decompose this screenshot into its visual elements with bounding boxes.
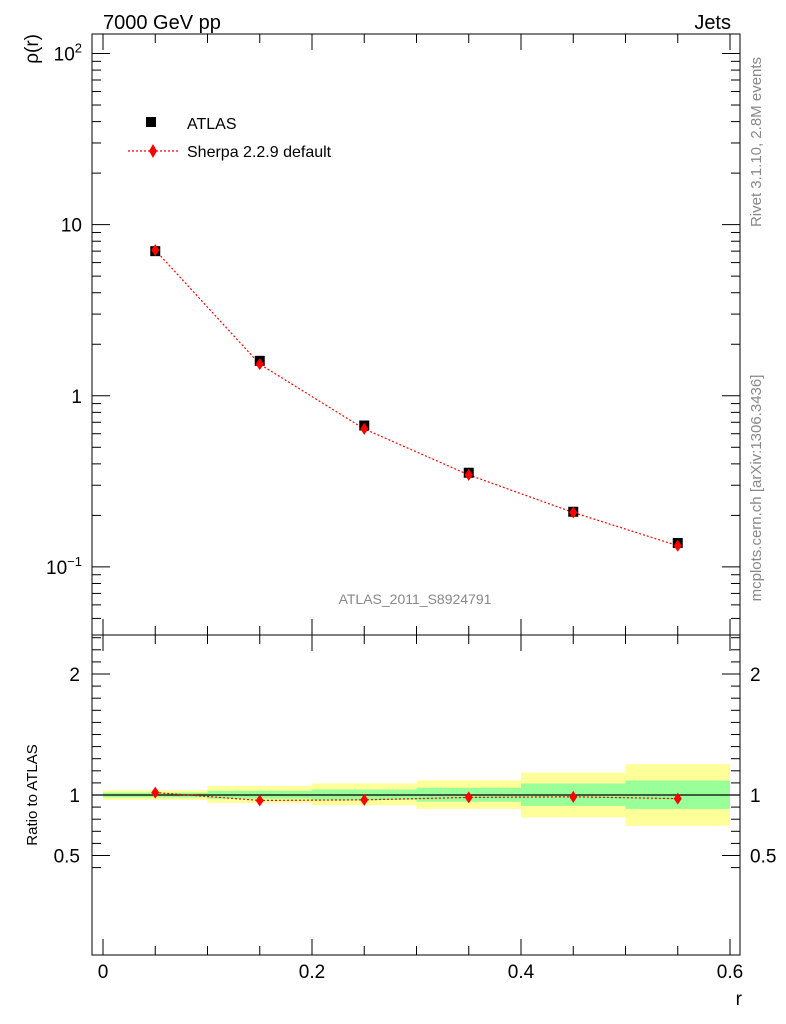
y-tick-label-ratio-right: 1 <box>750 786 761 807</box>
ratio-sherpa-line <box>155 791 678 802</box>
x-tick-label: 0.2 <box>299 962 325 983</box>
legend-label-sherpa: Sherpa 2.2.9 default <box>187 144 332 161</box>
sherpa-point <box>151 244 160 257</box>
sherpa-point <box>569 506 578 519</box>
ratio-plot-frame <box>91 634 741 956</box>
y-tick-label-ratio-right: 2 <box>750 665 761 686</box>
y-tick-label-main: 10−1 <box>46 554 82 579</box>
ratio-y-axis-label: Ratio to ATLAS <box>24 744 41 845</box>
legend-marker-sherpa <box>149 144 157 158</box>
sherpa-line <box>154 249 678 547</box>
ratio-sherpa-point <box>464 791 473 804</box>
sherpa-point <box>673 539 682 552</box>
ratio-sherpa-point <box>569 790 578 803</box>
ratio-sherpa-point <box>151 786 160 799</box>
y-tick-label-main: 10 <box>61 216 82 237</box>
rivet-version-label: Rivet 3.1.10, 2.8M events <box>748 57 765 227</box>
y-tick-label-ratio-left: 1 <box>69 786 80 807</box>
legend-label-atlas: ATLAS <box>187 116 237 133</box>
header-left-title: 7000 GeV pp <box>103 12 221 34</box>
y-tick-label-ratio-left: 2 <box>69 665 80 686</box>
main-y-axis-label: ρ(r) <box>22 34 43 64</box>
legend-marker-atlas <box>146 117 156 127</box>
ratio-sherpa-point <box>360 793 369 806</box>
ratio-uncertainty-bands <box>92 764 740 826</box>
legend: ATLAS Sherpa 2.2.9 default <box>128 116 332 161</box>
sherpa-point <box>255 358 264 371</box>
y-tick-label-main: 102 <box>54 40 82 65</box>
y-tick-label-main: 1 <box>71 387 82 408</box>
header-right-title: Jets <box>694 12 731 34</box>
x-tick-label: 0 <box>98 962 109 983</box>
x-axis-label: r <box>736 989 743 1010</box>
y-tick-label-ratio-right: 0.5 <box>750 847 776 868</box>
ratio-sherpa-point <box>255 794 264 807</box>
sherpa-point <box>464 468 473 481</box>
x-tick-label: 0.6 <box>717 962 743 983</box>
data-series <box>150 244 683 807</box>
sherpa-point <box>360 422 369 435</box>
mcplots-label: mcplots.cern.ch [arXiv:1306.3436] <box>748 375 765 602</box>
x-tick-label: 0.4 <box>508 962 535 983</box>
y-tick-label-ratio-left: 0.5 <box>54 847 80 868</box>
analysis-label: ATLAS_2011_S8924791 <box>339 591 492 607</box>
ratio-sherpa-point <box>673 792 682 805</box>
axis-tick-labels: 102 10 1 10−1 0.5 0.5 1 1 2 2 0 0.2 0.4 0.6 <box>46 40 776 983</box>
